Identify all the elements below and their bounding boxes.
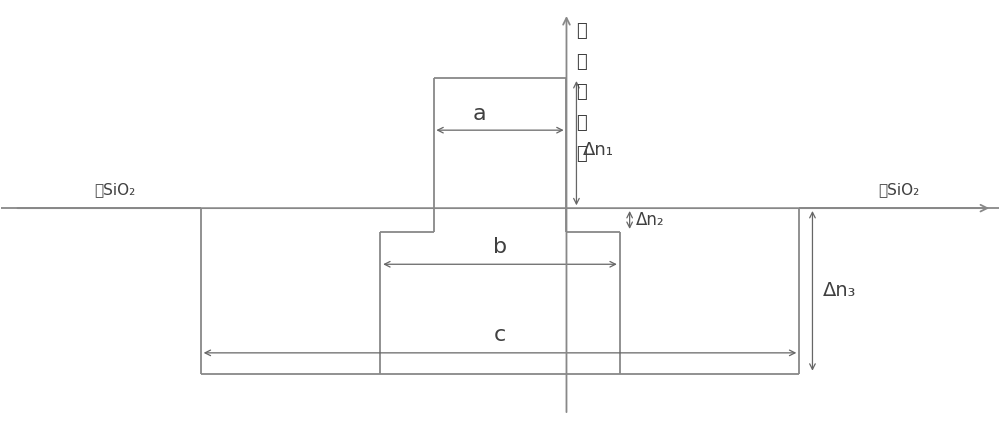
Text: a: a [473,104,487,124]
Text: 折: 折 [576,83,587,102]
Text: 率: 率 [576,145,587,163]
Text: Δn₃: Δn₃ [822,281,856,300]
Text: 相: 相 [576,22,587,40]
Text: b: b [493,237,507,256]
Text: c: c [494,325,506,345]
Text: 射: 射 [576,114,587,132]
Text: 纯SiO₂: 纯SiO₂ [94,183,135,197]
Text: 对: 对 [576,53,587,71]
Text: 纯SiO₂: 纯SiO₂ [878,183,920,197]
Text: Δn₁: Δn₁ [583,141,614,159]
Text: Δn₂: Δn₂ [636,211,665,229]
